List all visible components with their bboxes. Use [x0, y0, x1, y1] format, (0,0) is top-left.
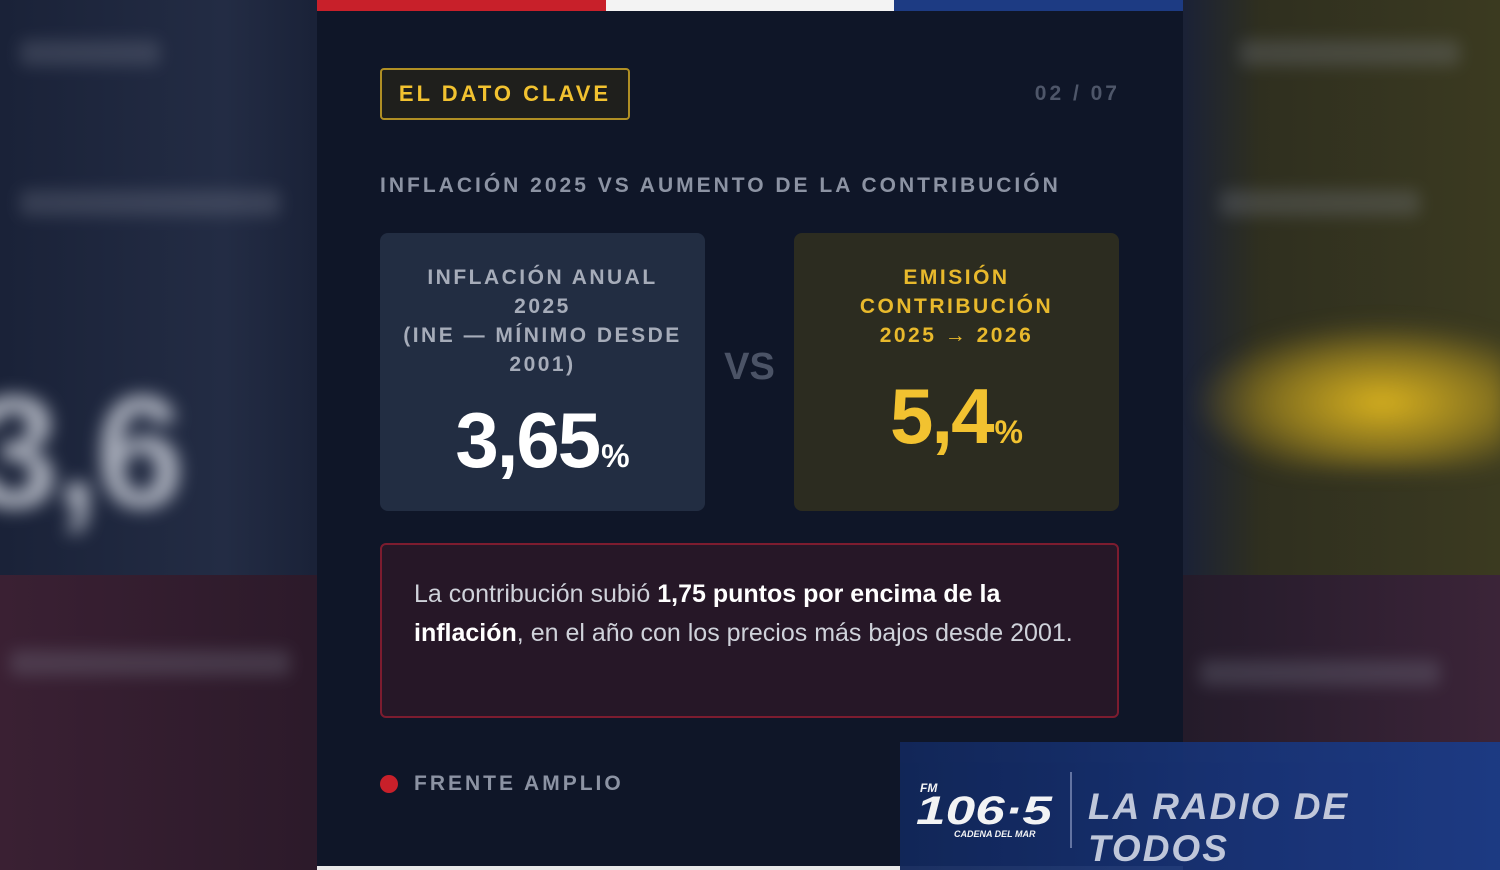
bottom-edge-strip	[317, 866, 1183, 870]
inflation-label-line: 2025	[514, 295, 571, 318]
background-ghost-shape	[1220, 190, 1420, 216]
red-dot-icon	[380, 775, 398, 793]
radio-frequency: 106·5	[916, 789, 1053, 833]
radio-slogan: LA RADIO DE TODOS	[1088, 786, 1350, 869]
background-ghost-number: 3,6	[0, 362, 184, 541]
radio-watermark: FM 106·5 CADENA DEL MAR LA RADIO DE TODO…	[900, 742, 1500, 870]
note-highlight: 1,75 puntos por encima de la inflación	[414, 580, 1001, 647]
background-ghost-shape	[20, 190, 280, 216]
inflation-label: INFLACIÓN ANUAL 2025 (INE — MÍNIMO DESDE…	[400, 263, 685, 379]
background-ghost-shape	[20, 40, 160, 66]
radio-fm-label: FM	[920, 781, 938, 795]
contribution-value-number: 5,4	[890, 372, 994, 460]
flag-white-segment	[605, 0, 895, 11]
infographic-card: EL DATO CLAVE 02 / 07 INFLACIÓN 2025 VS …	[317, 0, 1183, 866]
background-ghost-shape	[10, 650, 290, 676]
inflation-label-line: 2001)	[509, 353, 576, 376]
note-text: , en el año con los precios más bajos de…	[516, 619, 1073, 647]
inflation-value: 3,65%	[380, 395, 705, 486]
inflation-value-number: 3,65	[455, 396, 601, 484]
background-ghost-glow	[1190, 320, 1500, 470]
source-footer: FRENTE AMPLIO	[380, 772, 624, 796]
versus-label: VS	[724, 346, 775, 388]
background-ghost-shape	[1200, 660, 1440, 686]
contribution-label-line: 2025 → 2026	[879, 324, 1034, 347]
contribution-box: EMISIÓN CONTRIBUCIÓN 2025 → 2026 5,4%	[794, 233, 1119, 511]
contribution-label-line: CONTRIBUCIÓN	[859, 295, 1054, 318]
flag-blue-segment	[894, 0, 1183, 11]
radio-station-name: CADENA DEL MAR	[954, 829, 1036, 839]
note-text: La contribución subió	[414, 580, 658, 608]
radio-logo: FM 106·5 CADENA DEL MAR	[916, 781, 1053, 839]
inflation-box: INFLACIÓN ANUAL 2025 (INE — MÍNIMO DESDE…	[380, 233, 705, 511]
flag-red-segment	[317, 0, 606, 11]
contribution-value: 5,4%	[794, 371, 1119, 462]
source-label: FRENTE AMPLIO	[414, 772, 624, 795]
contribution-label: EMISIÓN CONTRIBUCIÓN 2025 → 2026	[814, 263, 1099, 350]
contribution-label-line: EMISIÓN	[903, 266, 1010, 289]
flag-stripe	[317, 0, 1183, 11]
inflation-value-unit: %	[601, 438, 630, 474]
radio-divider	[1070, 772, 1072, 848]
inflation-label-line: (INE — MÍNIMO DESDE	[403, 324, 682, 347]
key-fact-badge: EL DATO CLAVE	[380, 68, 630, 120]
background-ghost-shape	[1240, 40, 1460, 66]
contribution-value-unit: %	[994, 414, 1023, 450]
conclusion-note: La contribución subió 1,75 puntos por en…	[380, 543, 1119, 718]
page-indicator: 02 / 07	[1034, 82, 1120, 105]
comparison-subtitle: INFLACIÓN 2025 VS AUMENTO DE LA CONTRIBU…	[380, 174, 1061, 197]
inflation-label-line: INFLACIÓN ANUAL	[427, 266, 658, 289]
